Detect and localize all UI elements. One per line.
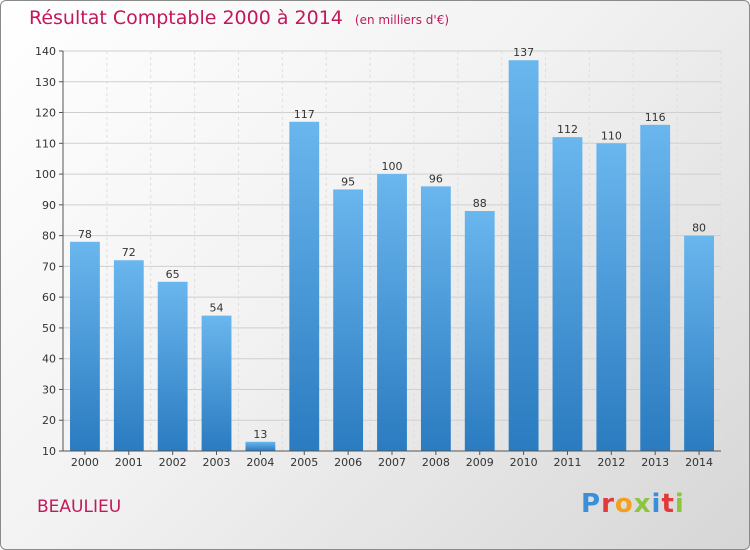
x-tick-label: 2001 xyxy=(115,456,143,469)
data-label: 88 xyxy=(473,197,487,210)
bar xyxy=(70,241,100,451)
data-label: 116 xyxy=(645,111,666,124)
bar xyxy=(245,441,276,451)
x-axis: 2000 2001 2002 2003 2004 2005 2006 2007 2008 2009… xyxy=(63,450,721,469)
x-tick-label: 2002 xyxy=(159,456,187,469)
x-tick-label: 2003 xyxy=(203,456,231,469)
x-tick-label: 2007 xyxy=(378,456,406,469)
y-tick-label: 140 xyxy=(35,45,56,58)
x-tick-label: 2004 xyxy=(246,456,274,469)
y-tick-label: 80 xyxy=(42,230,56,243)
bar xyxy=(333,189,364,451)
x-tick-label: 2000 xyxy=(71,456,99,469)
y-tick-label: 70 xyxy=(42,260,56,273)
bar xyxy=(201,315,232,451)
bar xyxy=(684,235,714,451)
chart-title: Résultat Comptable 2000 à 2014 (en millie… xyxy=(29,7,449,29)
x-tick-label: 2012 xyxy=(597,456,625,469)
city-name: BEAULIEU xyxy=(37,497,122,517)
bar xyxy=(377,174,407,452)
bar xyxy=(464,211,495,451)
bar xyxy=(113,260,144,451)
y-tick-label: 100 xyxy=(35,168,56,181)
x-tick-label: 2008 xyxy=(422,456,450,469)
data-label: 110 xyxy=(601,129,622,142)
y-tick-label: 10 xyxy=(42,445,56,458)
data-label: 80 xyxy=(692,222,706,235)
y-axis: 10 20 30 40 50 60 70 80 90 100 110 120 130 140 xyxy=(35,45,64,458)
x-tick-label: 2010 xyxy=(510,456,538,469)
bar xyxy=(420,186,451,451)
y-tick-label: 30 xyxy=(42,383,56,396)
bar xyxy=(640,124,671,451)
data-label: 65 xyxy=(166,268,180,281)
data-label: 95 xyxy=(341,175,355,188)
x-tick-label: 2005 xyxy=(290,456,318,469)
data-label: 100 xyxy=(382,160,403,173)
y-tick-label: 50 xyxy=(42,322,56,335)
data-label: 96 xyxy=(429,172,443,185)
x-tick-label: 2011 xyxy=(553,456,581,469)
y-tick-label: 130 xyxy=(35,76,56,89)
y-tick-label: 110 xyxy=(35,137,56,150)
value-labels: 78 72 65 54 13 117 95 100 96 88 137 112 110 116 80 xyxy=(78,46,706,441)
chart-title-text: Résultat Comptable 2000 à 2014 xyxy=(29,7,343,29)
bars xyxy=(70,60,714,452)
bar xyxy=(596,143,627,452)
y-tick-label: 40 xyxy=(42,353,56,366)
bar xyxy=(289,121,320,452)
y-tick-label: 60 xyxy=(42,291,56,304)
x-tick-label: 2013 xyxy=(641,456,669,469)
data-label: 78 xyxy=(78,228,92,241)
x-tick-label: 2009 xyxy=(466,456,494,469)
y-tick-label: 20 xyxy=(42,414,56,427)
bar xyxy=(508,60,539,451)
data-label: 137 xyxy=(513,46,534,59)
y-tick-label: 90 xyxy=(42,199,56,212)
x-tick-label: 2014 xyxy=(685,456,713,469)
data-label: 72 xyxy=(122,246,136,259)
bar xyxy=(552,137,583,451)
bar xyxy=(157,281,188,451)
x-tick-label: 2006 xyxy=(334,456,362,469)
y-tick-label: 120 xyxy=(35,107,56,120)
data-label: 112 xyxy=(557,123,578,136)
data-label: 13 xyxy=(253,428,267,441)
data-label: 54 xyxy=(210,302,224,315)
chart-unit: (en milliers d'€) xyxy=(354,13,450,27)
data-label: 117 xyxy=(294,108,315,121)
proxiti-logo[interactable]: Proxiti xyxy=(581,489,685,519)
